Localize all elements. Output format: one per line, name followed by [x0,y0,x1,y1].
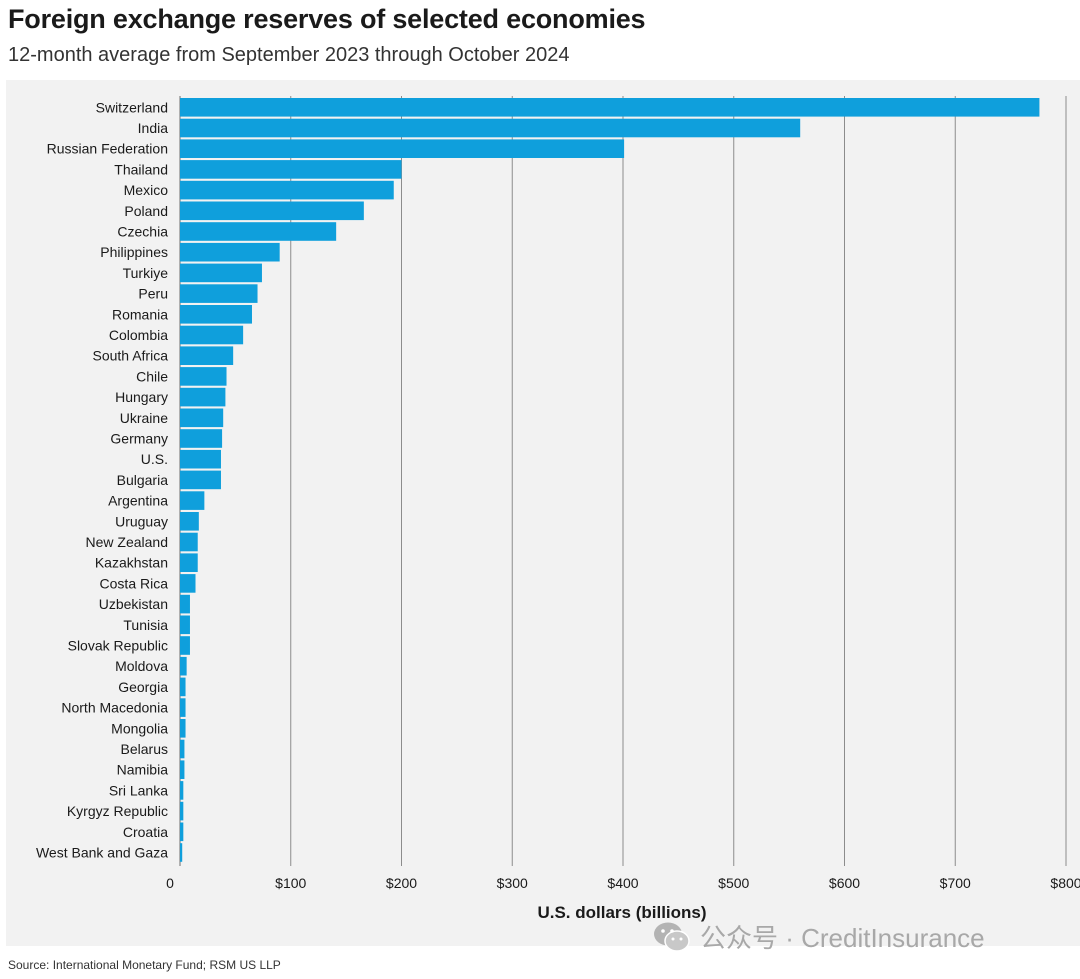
bar-russian-federation [180,139,625,158]
bar-new-zealand [180,532,198,552]
bar-kazakhstan [180,553,198,572]
bar-uzbekistan [180,594,190,614]
category-label: Tunisia [123,617,168,633]
category-label: Hungary [115,389,168,405]
bar-czechia [180,222,337,241]
category-label: Moldova [115,658,168,674]
category-label: Chile [136,368,168,384]
bar-costa-rica [180,574,196,593]
bar-romania [180,305,252,324]
category-label: Namibia [117,762,169,778]
category-label: Czechia [117,224,168,240]
wechat-icon [654,922,690,952]
bar-tunisia [180,615,190,635]
bar-mexico [180,180,394,200]
x-tick-label: $500 [718,875,749,891]
bar-croatia [180,822,184,842]
category-label: Poland [124,203,168,219]
x-tick-label: $300 [497,875,528,891]
x-tick-label: 0 [166,875,174,891]
bar-namibia [180,760,185,779]
bar-ukraine [180,408,224,428]
category-label: Sri Lanka [109,782,168,798]
bar-india [180,118,801,138]
bar-thailand [180,160,402,179]
category-label: Russian Federation [47,141,168,157]
category-label: Bulgaria [117,472,169,488]
category-labels: Switzerland India Russian Federation Thaila… [36,99,168,860]
bar-mongolia [180,719,186,738]
category-label: Uruguay [115,513,168,529]
bar-west-bank-and-gaza [180,843,183,862]
x-tick-label: $200 [386,875,417,891]
bar-peru [180,284,258,303]
bar-moldova [180,656,187,676]
category-label: Mexico [124,182,169,198]
bar-u-s [180,449,221,469]
bar-philippines [180,242,280,262]
bar-north-macedonia [180,698,186,717]
bar-bulgaria [180,470,221,490]
bar-belarus [180,739,185,759]
chart-title: Foreign exchange reserves of selected ec… [8,4,646,34]
watermark-text: 公众号 · CreditInsurance [700,923,985,953]
bar-slovak-republic [180,636,190,655]
x-tick-label: $400 [607,875,638,891]
bar-poland [180,201,364,221]
x-tick-labels: 0 $100 $200 $300 $400 $500 $600 $700 $800 [166,875,1080,891]
x-tick-label: $800 [1050,875,1080,891]
category-label: Germany [110,431,168,447]
bar-hungary [180,387,226,407]
category-label: Ukraine [120,410,168,426]
category-label: Colombia [109,327,168,343]
bar-argentina [180,491,205,510]
bars [180,98,1040,862]
bar-colombia [180,325,244,345]
bar-uruguay [180,512,199,531]
x-tick-label: $100 [275,875,306,891]
category-label: U.S. [141,451,168,467]
x-axis-label: U.S. dollars (billions) [537,903,706,922]
category-label: South Africa [93,348,169,364]
category-label: Uzbekistan [99,596,168,612]
bar-georgia [180,677,186,697]
category-label: Peru [138,286,168,302]
source-note: Source: International Monetary Fund; RSM… [8,958,281,972]
category-label: Slovak Republic [68,638,168,654]
bar-sri-lanka [180,781,184,800]
gridlines [179,96,1067,866]
bar-south-africa [180,346,234,365]
category-label: Argentina [108,493,168,509]
category-label: Philippines [100,244,168,260]
x-tick-label: $700 [940,875,971,891]
category-label: Kyrgyz Republic [67,803,168,819]
category-label: Costa Rica [100,575,169,591]
bar-chile [180,367,227,386]
category-label: West Bank and Gaza [36,845,168,861]
category-label: Mongolia [111,720,168,736]
category-label: Georgia [118,679,168,695]
watermark: 公众号 · CreditInsurance [652,918,985,955]
bar-germany [180,429,223,448]
category-label: Kazakhstan [95,555,168,571]
category-label: India [138,120,169,136]
bar-kyrgyz-republic [180,801,184,821]
category-label: Croatia [123,824,168,840]
category-label: North Macedonia [61,700,168,716]
category-label: Romania [112,306,168,322]
bar-switzerland [180,98,1040,117]
category-label: Turkiye [123,265,169,281]
x-tick-label: $600 [829,875,860,891]
category-label: New Zealand [86,534,169,550]
chart-subtitle: 12-month average from September 2023 thr… [8,44,570,66]
category-label: Thailand [114,161,168,177]
category-label: Switzerland [96,99,168,115]
category-label: Belarus [121,741,168,757]
bar-turkiye [180,263,262,283]
